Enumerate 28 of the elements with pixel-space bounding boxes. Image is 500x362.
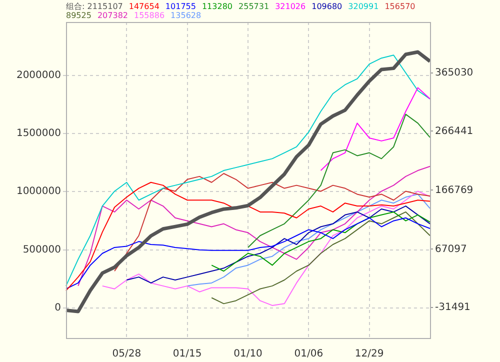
text: 组合: 2115107 xyxy=(66,2,123,11)
text: 320991 xyxy=(348,2,379,11)
text: 155886 xyxy=(134,11,165,20)
text: 113280 xyxy=(202,2,233,11)
text: 156570 xyxy=(384,2,416,11)
text: 255731 xyxy=(238,2,270,11)
x-tick-label: 05/28 xyxy=(112,348,142,360)
y2-tick-label: 266441 xyxy=(435,126,474,137)
x-tick-label: 01/10 xyxy=(234,348,262,360)
y2-tick-label: 166769 xyxy=(435,184,474,196)
y-tick-label: 500000 xyxy=(22,244,61,256)
x-tick-label: 12/29 xyxy=(354,348,384,360)
x-tick-label: 01/15 xyxy=(172,348,202,360)
y-tick-label: 1000000 xyxy=(16,186,61,198)
text: 147654 xyxy=(128,2,160,11)
y-tick-label: 0 xyxy=(54,302,61,314)
text: 109680 xyxy=(312,2,342,11)
text: 135628 xyxy=(170,11,202,20)
y-tick-label: 1500000 xyxy=(16,128,61,140)
y2-tick-label: 365030 xyxy=(435,67,474,78)
y2-tick-label: -31491 xyxy=(435,302,470,314)
text: 101755 xyxy=(165,2,196,11)
y2-tick-label: 67097 xyxy=(435,244,467,255)
text: 89525 xyxy=(66,11,92,20)
y-tick-label: 2000000 xyxy=(16,70,61,81)
x-tick-label: 01/06 xyxy=(294,348,324,360)
text: 207382 xyxy=(97,11,128,20)
text: 321026 xyxy=(275,2,306,11)
